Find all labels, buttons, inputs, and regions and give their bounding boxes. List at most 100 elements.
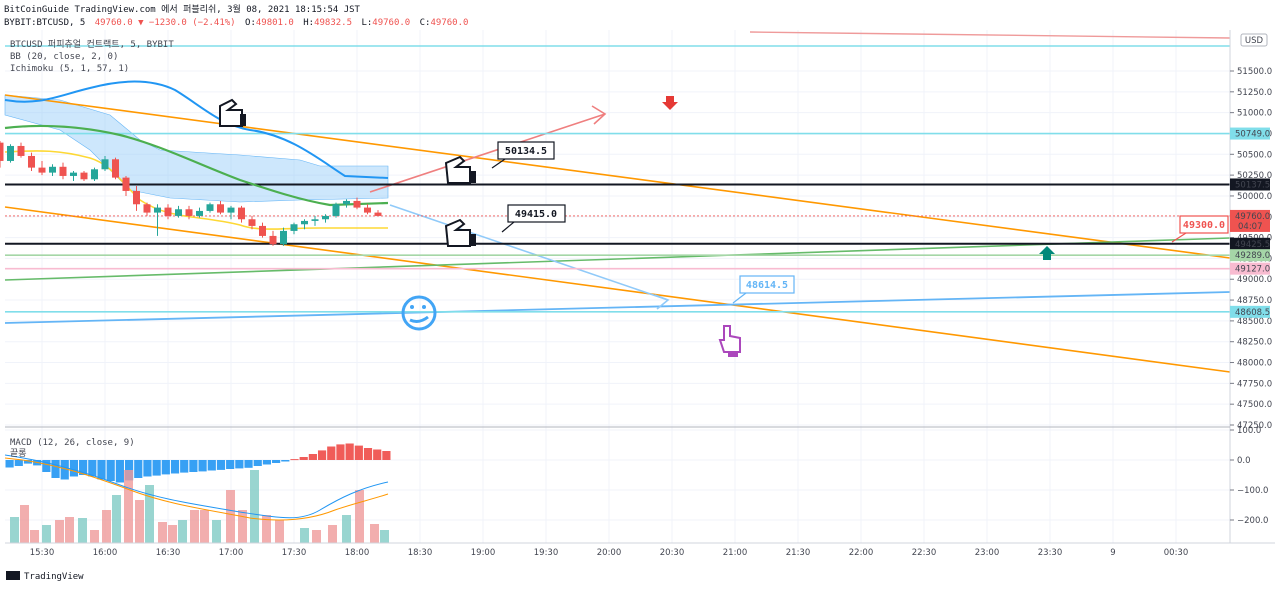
signal-line xyxy=(4,457,389,521)
trendline-blue xyxy=(4,291,1231,324)
callout-50134-label: 50134.5 xyxy=(505,146,547,157)
macd-volume-bar xyxy=(20,505,29,543)
macd-bar xyxy=(216,460,226,470)
callout-48614[interactable]: 48614.5 xyxy=(732,275,795,304)
candle-body xyxy=(143,204,151,213)
price-badge-label: 49289.0 xyxy=(1235,251,1270,261)
macd-bar xyxy=(235,460,244,469)
ohlc-line: BYBIT:BTCUSD, 5 49760.0 ▼ −1230.0 (−2.41… xyxy=(4,18,468,28)
price-badge-label: 48608.5 xyxy=(1235,308,1270,318)
candle-body xyxy=(248,219,256,226)
x-tick-label: 16:00 xyxy=(93,548,118,558)
macd-volume-bar xyxy=(300,528,309,543)
candle-body xyxy=(7,145,14,161)
currency-label: USD xyxy=(1245,36,1264,46)
macd-volume-bar xyxy=(275,520,284,543)
macd-y-tick-label: 0.0 xyxy=(1237,456,1251,466)
candle-body xyxy=(353,200,361,208)
legend-symbol[interactable]: BTCUSD 퍼피츄얼 컨트랙트, 5, BYBIT xyxy=(10,39,174,50)
drawings xyxy=(4,31,1231,373)
ichimoku-baseline xyxy=(4,124,389,207)
x-tick-label: 00:30 xyxy=(1164,548,1189,558)
x-tick-label: 15:30 xyxy=(30,548,55,558)
macd-bar xyxy=(244,460,253,468)
close-value: 49760.0 xyxy=(430,18,468,28)
macd-bar xyxy=(106,460,115,481)
macd-bar xyxy=(152,460,161,476)
macd-bar xyxy=(115,460,124,483)
price-badge xyxy=(1230,249,1270,262)
x-tick-label: 18:30 xyxy=(408,548,433,558)
candle-body xyxy=(238,207,245,220)
macd-bar xyxy=(170,460,180,474)
price-pane[interactable] xyxy=(5,30,1230,427)
tradingview-logo[interactable]: TradingView xyxy=(6,571,84,582)
macd-volume-bar xyxy=(380,530,389,543)
callout-49300[interactable]: 49300.0 xyxy=(1171,215,1229,243)
x-tick-label: 19:00 xyxy=(471,548,496,558)
macd-volume-bar xyxy=(78,518,87,543)
macd-line xyxy=(4,454,389,519)
macd-bar xyxy=(143,460,152,477)
open-value: 49801.0 xyxy=(256,18,294,28)
candle-body xyxy=(49,166,56,173)
legend-macd[interactable]: MACD (12, 26, close, 9) xyxy=(10,438,135,448)
macd-bar xyxy=(354,445,363,460)
macd-bar xyxy=(373,449,382,460)
x-tick-label: 17:30 xyxy=(282,548,307,558)
candle-body xyxy=(38,167,46,173)
macd-bar xyxy=(317,450,327,460)
candle-body xyxy=(91,169,98,180)
macd-volume-bar xyxy=(55,520,64,543)
y-tick-label: 47750.0 xyxy=(1237,379,1272,389)
macd-volume-bar xyxy=(168,525,177,543)
x-tick-label: 21:00 xyxy=(723,548,748,558)
currency-tag[interactable] xyxy=(1240,33,1268,47)
macd-bar xyxy=(198,460,207,472)
x-tick-label: 9 xyxy=(1110,548,1115,558)
macd-bar xyxy=(60,460,69,480)
macd-bar xyxy=(23,460,33,464)
macd-volume-bar xyxy=(328,525,337,543)
macd-volume-bar xyxy=(102,510,111,543)
face-icon xyxy=(401,295,437,331)
callout-49415[interactable]: 49415.0 xyxy=(501,204,566,233)
close-label: C: xyxy=(420,18,431,28)
macd-volume-bar xyxy=(250,470,259,543)
price-badge xyxy=(1230,237,1270,250)
y-tick-label: 50250.0 xyxy=(1237,171,1272,181)
callout-50134[interactable]: 50134.5 xyxy=(491,141,555,169)
candle-body xyxy=(70,172,77,176)
x-tick-label: 22:00 xyxy=(849,548,874,558)
down-arrow-icon: ▼ xyxy=(138,18,144,28)
pointing-hand-icon xyxy=(444,218,476,247)
macd-bar xyxy=(327,446,336,460)
candle-body xyxy=(154,207,161,213)
legend-bb[interactable]: BB (20, close, 2, 0) xyxy=(10,52,118,62)
candle-body xyxy=(175,209,182,216)
macd-y-tick-label: −100.0 xyxy=(1237,486,1268,496)
macd-volume-bar xyxy=(178,520,187,543)
candle-body xyxy=(133,190,140,205)
y-tick-label: 50500.0 xyxy=(1237,150,1272,160)
candle-body xyxy=(332,204,340,216)
macd-volume-bar xyxy=(42,525,51,543)
x-tick-label: 20:00 xyxy=(597,548,622,558)
x-tick-label: 22:30 xyxy=(912,548,937,558)
macd-bar xyxy=(69,460,79,477)
x-tick-label: 21:30 xyxy=(786,548,811,558)
legend-ichimoku[interactable]: Ichimoku (5, 1, 57, 1) xyxy=(10,64,129,74)
candle-body xyxy=(227,207,235,213)
macd-bar xyxy=(180,460,189,473)
macd-bar xyxy=(308,454,317,460)
trendline-green xyxy=(4,237,1231,281)
macd-pane[interactable] xyxy=(5,427,1230,543)
y-tick-label: 51500.0 xyxy=(1237,67,1272,77)
y-tick-label: 48000.0 xyxy=(1237,359,1272,369)
macd-volume-bar xyxy=(355,490,364,543)
macd-bar xyxy=(5,460,14,468)
macd-bar xyxy=(363,448,373,460)
candle-body xyxy=(311,219,319,221)
